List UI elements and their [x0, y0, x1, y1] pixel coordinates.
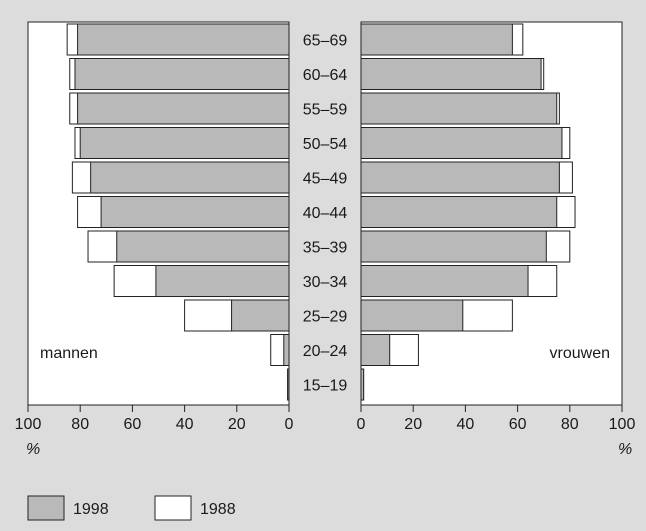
age-label-35–39: 35–39: [303, 240, 348, 257]
mannen-bars: [66, 23, 290, 401]
tick-label-left-0: 0: [285, 416, 294, 433]
age-label-45–49: 45–49: [303, 171, 348, 188]
tick-label-left-60: 60: [124, 416, 142, 433]
bar-vrouwen-1998-35–39: [360, 230, 547, 263]
bar-vrouwen-1998-60–64: [360, 58, 542, 90]
age-label-20–24: 20–24: [303, 343, 348, 360]
tick-label-left-20: 20: [228, 416, 246, 433]
bar-mannen-1998-25–29: [231, 299, 290, 332]
left-unit-label: %: [26, 441, 40, 458]
tick-label-right-60: 60: [509, 416, 527, 433]
age-label-30–34: 30–34: [303, 274, 348, 291]
tick-label-right-80: 80: [561, 416, 579, 433]
bar-mannen-1998-30–34: [155, 265, 290, 297]
bar-vrouwen-1998-50–54: [360, 127, 563, 159]
right-unit-label: %: [618, 441, 632, 458]
bar-vrouwen-1998-45–49: [360, 161, 560, 194]
bar-vrouwen-1998-55–59: [360, 92, 558, 125]
legend-label-1988: 1988: [200, 501, 236, 518]
bar-mannen-1998-45–49: [90, 161, 290, 194]
age-label-25–29: 25–29: [303, 309, 348, 326]
age-label-50–54: 50–54: [303, 136, 348, 153]
age-label-60–64: 60–64: [303, 67, 348, 84]
bar-mannen-1998-50–54: [79, 127, 290, 159]
tick-label-right-0: 0: [357, 416, 366, 433]
bar-mannen-1998-35–39: [116, 230, 290, 263]
bar-mannen-1998-65–69: [77, 23, 290, 56]
tick-label-right-100: 100: [609, 416, 636, 433]
right-panel-label: vrouwen: [550, 345, 610, 362]
age-label-55–59: 55–59: [303, 102, 348, 119]
left-plot-border: [27, 21, 290, 406]
age-label-40–44: 40–44: [303, 205, 348, 222]
bar-vrouwen-1998-20–24: [360, 334, 391, 366]
right-plot-border: [360, 21, 623, 406]
age-label-15–19: 15–19: [303, 378, 348, 395]
tick-label-right-40: 40: [457, 416, 475, 433]
tick-label-left-80: 80: [71, 416, 89, 433]
bar-vrouwen-1998-25–29: [360, 299, 464, 332]
bar-mannen-1998-40–44: [100, 196, 290, 228]
bar-mannen-1998-55–59: [77, 92, 290, 125]
legend-label-1998: 1998: [73, 501, 109, 518]
x-axis-ticks: 100 80 60 40 20 0 0 20 40 60 80 100: [15, 405, 636, 433]
bar-vrouwen-1998-30–34: [360, 265, 529, 297]
legend: 1998 1988: [27, 495, 236, 521]
age-label-65–69: 65–69: [303, 33, 348, 50]
bar-vrouwen-1998-65–69: [360, 23, 513, 56]
bar-mannen-1998-60–64: [74, 58, 290, 90]
vrouwen-bars: [360, 23, 576, 401]
legend-swatch-1988: [154, 495, 192, 521]
legend-swatch-1998: [27, 495, 65, 521]
tick-label-right-20: 20: [404, 416, 422, 433]
bar-vrouwen-1998-40–44: [360, 196, 558, 228]
left-panel-label: mannen: [40, 345, 98, 362]
tick-label-left-40: 40: [176, 416, 194, 433]
tick-label-left-100: 100: [15, 416, 42, 433]
bar-mannen-1998-20–24: [283, 334, 290, 366]
age-group-labels: 65–69 60–64 55–59 50–54 45–49 40–44 35–39 30–34…: [303, 33, 348, 395]
